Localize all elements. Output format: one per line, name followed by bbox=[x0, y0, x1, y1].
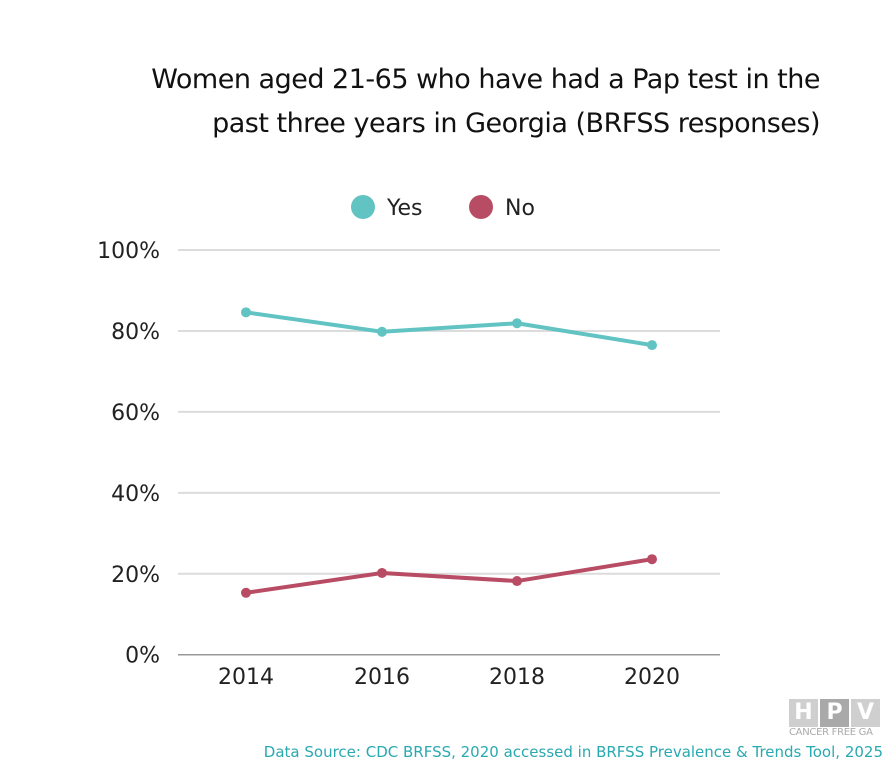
y-tick-label: 100% bbox=[97, 239, 160, 264]
legend-marker-no bbox=[469, 195, 493, 219]
logo-letter: P bbox=[820, 699, 849, 727]
y-tick-label: 0% bbox=[125, 644, 160, 669]
data-point-no bbox=[512, 576, 522, 587]
data-point-yes bbox=[512, 318, 522, 329]
x-tick-label: 2014 bbox=[218, 665, 274, 690]
x-tick-label: 2018 bbox=[489, 665, 545, 690]
series-line-yes bbox=[245, 310, 653, 348]
logo-letter: H bbox=[789, 699, 818, 727]
y-tick-label: 20% bbox=[111, 563, 160, 588]
data-point-no bbox=[241, 587, 251, 598]
chart-title: Women aged 21-65 who have had a Pap test… bbox=[20, 58, 820, 146]
title-line: past three years in Georgia (BRFSS respo… bbox=[212, 108, 820, 139]
data-point-yes bbox=[647, 340, 657, 351]
x-tick-label: 2016 bbox=[354, 665, 410, 690]
data-point-no bbox=[647, 554, 657, 565]
data-point-no bbox=[377, 567, 387, 578]
x-tick-label: 2020 bbox=[624, 665, 680, 690]
data-source-note: Data Source: CDC BRFSS, 2020 accessed in… bbox=[263, 743, 883, 761]
logo-letter: V bbox=[851, 699, 880, 727]
legend-label: Yes bbox=[386, 196, 423, 221]
data-point-yes bbox=[377, 326, 387, 337]
legend-marker-yes bbox=[351, 195, 375, 219]
y-tick-label: 60% bbox=[111, 401, 160, 426]
data-point-yes bbox=[241, 307, 251, 318]
legend-label: No bbox=[505, 196, 535, 221]
series-line-no bbox=[245, 557, 653, 595]
logo-subtitle: CANCER FREE GA bbox=[789, 727, 873, 738]
y-tick-label: 40% bbox=[111, 482, 160, 507]
title-line: Women aged 21-65 who have had a Pap test… bbox=[151, 64, 820, 95]
y-tick-label: 80% bbox=[111, 320, 160, 345]
